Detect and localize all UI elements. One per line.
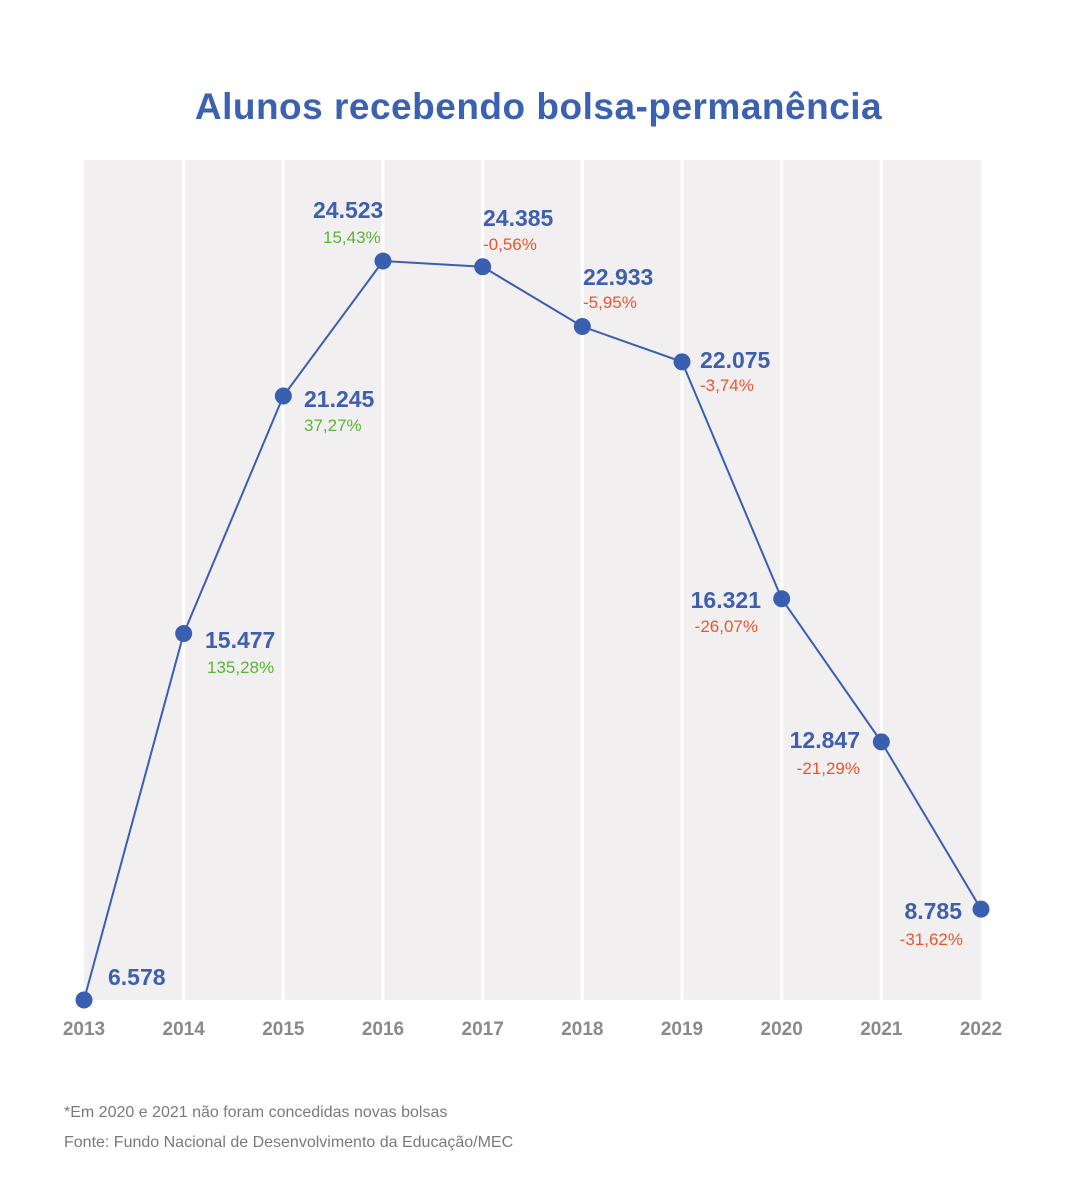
change-label: -5,95% xyxy=(583,293,637,312)
value-label: 8.785 xyxy=(904,898,962,924)
footnote: *Em 2020 e 2021 não foram concedidas nov… xyxy=(64,1104,448,1121)
data-point-2014 xyxy=(175,625,193,643)
change-label: 15,43% xyxy=(323,228,381,247)
change-label: 37,27% xyxy=(304,416,362,435)
value-label: 24.523 xyxy=(313,197,384,223)
plot-background xyxy=(84,160,981,1000)
value-label: 12.847 xyxy=(789,727,860,753)
x-tick-label: 2014 xyxy=(162,1019,205,1040)
x-tick-label: 2013 xyxy=(62,1019,106,1040)
change-label: -26,07% xyxy=(694,617,758,636)
data-point-2015 xyxy=(274,387,292,405)
chart-title: Alunos recebendo bolsa-permanência xyxy=(194,86,883,127)
change-label: -21,29% xyxy=(796,759,860,778)
value-label: 24.385 xyxy=(483,205,554,231)
x-tick-label: 2015 xyxy=(262,1019,305,1040)
x-tick-label: 2017 xyxy=(461,1019,504,1040)
source-note: Fonte: Fundo Nacional de Desenvolvimento… xyxy=(64,1134,514,1151)
data-point-2013 xyxy=(75,991,93,1009)
data-point-2019 xyxy=(673,353,691,371)
x-tick-label: 2019 xyxy=(660,1019,704,1040)
value-label: 22.075 xyxy=(700,347,771,373)
change-label: 135,28% xyxy=(207,658,275,677)
x-tick-label: 2016 xyxy=(361,1019,405,1040)
data-point-2016 xyxy=(374,252,392,270)
value-label: 16.321 xyxy=(690,587,761,613)
data-point-2022 xyxy=(972,900,990,918)
value-label: 6.578 xyxy=(108,964,166,990)
data-point-2017 xyxy=(474,258,492,276)
x-tick-label: 2018 xyxy=(561,1019,604,1040)
x-tick-label: 2022 xyxy=(959,1019,1003,1040)
data-point-2020 xyxy=(773,590,791,608)
x-tick-label: 2021 xyxy=(860,1019,903,1040)
series-line xyxy=(83,260,982,1001)
change-label: -31,62% xyxy=(899,930,963,949)
x-tick-label: 2020 xyxy=(760,1019,803,1040)
change-label: -0,56% xyxy=(483,235,537,254)
data-point-2018 xyxy=(573,318,591,336)
value-label: 21.245 xyxy=(304,386,375,412)
value-label: 22.933 xyxy=(583,264,654,290)
value-label: 15.477 xyxy=(205,627,276,653)
change-label: -3,74% xyxy=(700,376,754,395)
data-point-2021 xyxy=(872,733,890,751)
